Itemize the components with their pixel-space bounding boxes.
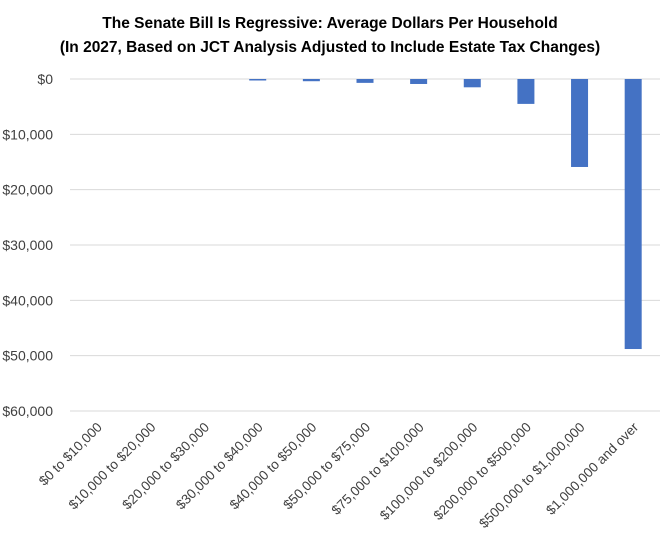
y-tick-label: $60,000 bbox=[2, 403, 53, 419]
bar bbox=[249, 79, 267, 81]
chart-title: The Senate Bill Is Regressive: Average D… bbox=[60, 15, 600, 56]
y-tick-label: $20,000 bbox=[2, 182, 53, 198]
chart-title-line-2: (In 2027, Based on JCT Analysis Adjusted… bbox=[60, 39, 600, 56]
y-tick-label: $10,000 bbox=[2, 126, 53, 142]
bar bbox=[302, 79, 320, 82]
bar bbox=[356, 79, 374, 83]
x-tick-label: $100,000 to $200,000 bbox=[377, 420, 481, 524]
gridlines bbox=[70, 78, 660, 412]
x-tick-label: $1,000,000 and over bbox=[543, 419, 642, 518]
y-tick-label: $0 bbox=[37, 71, 53, 87]
y-tick-label: $50,000 bbox=[2, 348, 53, 364]
x-axis-tick-labels: $0 to $10,000$10,000 to $20,000$20,000 t… bbox=[36, 419, 642, 531]
chart-title-line-1: The Senate Bill Is Regressive: Average D… bbox=[102, 15, 557, 32]
bar bbox=[571, 79, 589, 167]
x-tick-label: $75,000 to $100,000 bbox=[329, 420, 427, 518]
y-axis-tick-labels: $0 $10,000 $20,000 $30,000 $40,000 $50,000 $60… bbox=[2, 71, 53, 419]
y-tick-label: $40,000 bbox=[2, 292, 53, 308]
y-tick-label: $30,000 bbox=[2, 237, 53, 253]
bars bbox=[249, 79, 642, 350]
x-tick-label: $500,000 to $1,000,000 bbox=[476, 420, 587, 531]
x-tick-label: $200,000 to $500,000 bbox=[431, 420, 535, 524]
bar bbox=[410, 79, 428, 84]
bar bbox=[517, 79, 535, 104]
bar bbox=[463, 79, 481, 88]
bar bbox=[624, 79, 642, 350]
